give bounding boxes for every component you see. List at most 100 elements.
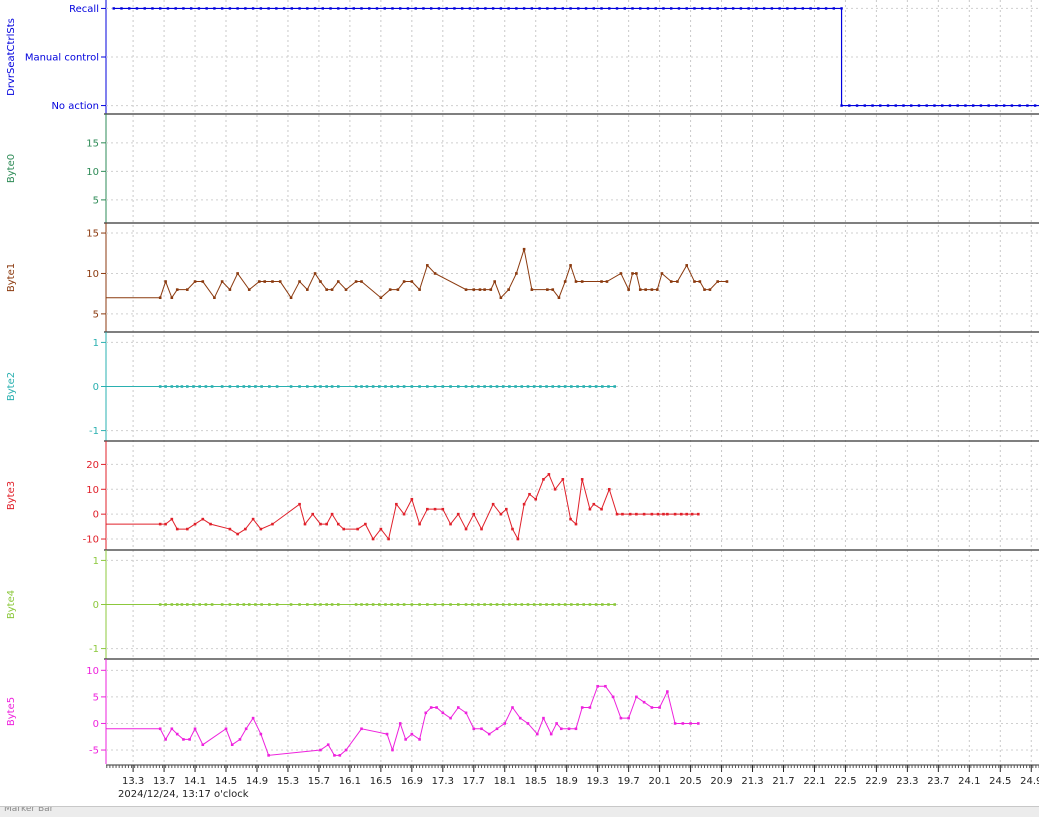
data-point xyxy=(204,385,208,388)
data-point xyxy=(489,385,493,388)
x-tick-label: 13.7 xyxy=(153,776,175,787)
data-point xyxy=(175,527,179,531)
data-point xyxy=(456,603,460,606)
data-point xyxy=(601,385,604,388)
data-point xyxy=(175,603,179,606)
data-point xyxy=(319,603,322,606)
marker-bar[interactable]: Marker Bar xyxy=(0,806,1039,817)
data-point xyxy=(910,104,913,107)
data-point xyxy=(267,7,270,10)
data-point xyxy=(483,385,486,388)
y-tick-label: -5 xyxy=(89,746,99,757)
data-point xyxy=(247,288,251,291)
data-point xyxy=(570,603,573,606)
data-point xyxy=(433,385,437,388)
data-point xyxy=(971,104,975,107)
data-point xyxy=(635,272,638,275)
data-point xyxy=(504,507,508,511)
data-point xyxy=(402,512,406,516)
data-point xyxy=(588,706,592,709)
data-point xyxy=(371,603,375,606)
data-point xyxy=(360,727,363,731)
data-point xyxy=(205,7,208,10)
data-point xyxy=(375,7,379,10)
data-point xyxy=(538,7,541,10)
x-tick-label: 21.3 xyxy=(741,776,763,787)
data-point xyxy=(563,280,567,283)
data-point xyxy=(404,738,407,741)
data-point xyxy=(739,7,743,10)
panel-byte2: Byte2 -1 0 1 xyxy=(6,331,1039,441)
data-point xyxy=(708,7,712,10)
data-point xyxy=(987,104,990,107)
data-point xyxy=(220,603,224,606)
data-point xyxy=(236,272,239,275)
data-point xyxy=(601,603,604,606)
x-tick-label: 22.9 xyxy=(865,776,887,787)
data-point xyxy=(303,522,307,526)
data-point xyxy=(615,7,619,10)
data-point xyxy=(426,264,429,267)
data-point xyxy=(180,603,184,606)
data-point xyxy=(228,385,232,388)
data-point xyxy=(410,385,414,388)
data-point xyxy=(418,385,421,388)
data-point xyxy=(313,272,317,275)
data-point xyxy=(592,7,595,10)
data-point xyxy=(770,7,774,10)
data-point xyxy=(435,706,438,709)
data-point xyxy=(306,288,309,291)
data-point xyxy=(690,512,694,516)
data-point xyxy=(611,695,615,699)
data-point xyxy=(855,104,859,107)
data-point xyxy=(526,722,530,725)
data-point xyxy=(716,280,719,283)
data-point xyxy=(507,288,510,291)
data-point xyxy=(635,512,638,516)
data-point xyxy=(956,104,959,107)
data-point xyxy=(553,487,557,491)
data-point xyxy=(530,288,534,291)
data-point xyxy=(464,603,468,606)
data-point xyxy=(418,522,421,526)
data-point xyxy=(158,7,162,10)
data-point xyxy=(569,7,572,10)
data-point xyxy=(697,512,700,516)
grid-vertical xyxy=(132,0,1032,765)
data-point xyxy=(515,7,518,10)
data-point xyxy=(158,522,162,526)
data-point xyxy=(470,603,474,606)
x-tick-label: 13.3 xyxy=(122,776,144,787)
data-point xyxy=(456,385,460,388)
data-point xyxy=(275,603,279,606)
data-point xyxy=(193,727,197,731)
data-point xyxy=(333,754,336,757)
data-point xyxy=(511,527,514,531)
data-point xyxy=(244,527,247,531)
data-point xyxy=(576,385,579,388)
data-point xyxy=(472,288,476,291)
data-point xyxy=(220,385,224,388)
data-point xyxy=(298,502,301,506)
data-point xyxy=(330,512,334,516)
data-point xyxy=(278,280,282,283)
data-point xyxy=(503,722,507,725)
y-tick-label: Recall xyxy=(69,4,99,15)
data-point xyxy=(660,272,664,275)
data-point xyxy=(228,527,232,531)
data-point xyxy=(329,7,332,10)
data-point xyxy=(592,502,596,506)
data-point xyxy=(445,7,448,10)
y-tick-label: 10 xyxy=(86,485,99,496)
data-point xyxy=(532,603,536,606)
data-point xyxy=(555,722,558,725)
data-point xyxy=(676,280,679,283)
y-tick-label: 0 xyxy=(93,382,99,393)
y-tick-label: 0 xyxy=(93,719,99,730)
data-point xyxy=(608,7,611,10)
data-point xyxy=(426,603,429,606)
x-tick-label: 23.7 xyxy=(927,776,949,787)
data-point xyxy=(390,603,394,606)
data-point xyxy=(259,527,263,531)
data-point xyxy=(559,727,563,731)
